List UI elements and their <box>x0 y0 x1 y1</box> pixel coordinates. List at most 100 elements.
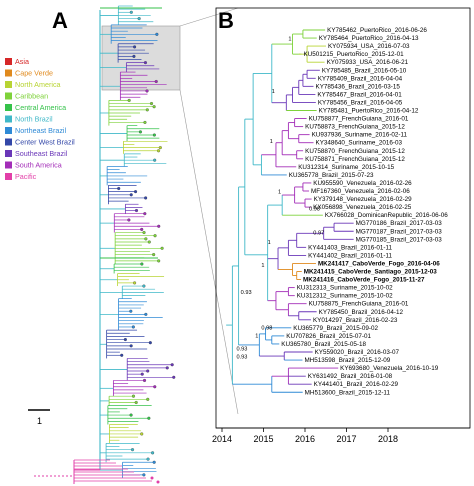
taxon-label: MH513598_Brazil_2015-12-09 <box>304 357 390 364</box>
support-value: 1 <box>288 37 291 43</box>
taxon-label: MG770185_Brazil_2017-03-03 <box>356 236 443 243</box>
legend-item: Asia <box>5 57 29 66</box>
support-value: 0.97 <box>313 231 324 237</box>
taxon-label: KY785464_PuertoRico_2016-04-13 <box>319 35 419 42</box>
taxon-label: KY785409_Brazil_2016-04-04 <box>318 75 403 82</box>
taxon-label: KU312314_Suriname_2015-10-15 <box>298 164 394 171</box>
legend-item: South America <box>5 161 62 170</box>
taxon-label: KY441403_Brazil_2016-01-11 <box>308 244 392 251</box>
panel-b-label: B <box>218 8 234 33</box>
tree-a-clade <box>100 231 164 265</box>
taxon-label: MK241415_CaboVerde_Santiago_2015-12-03 <box>304 269 438 276</box>
tree-b-clade <box>294 186 305 204</box>
tree-b-clade <box>287 239 307 256</box>
legend-swatch <box>5 81 12 88</box>
legend-item: Central America <box>5 103 66 112</box>
tree-b-clade <box>302 73 314 87</box>
tree-a-clade <box>100 98 156 126</box>
tree-b-branches <box>226 29 354 393</box>
taxon-label: KU758873_FrenchGuiana_2015-12 <box>305 124 405 131</box>
tree-b-clade <box>287 303 307 317</box>
tree-b-clade <box>292 86 316 103</box>
tree-b-clade <box>323 226 354 240</box>
taxon-label: KY785436_Brazil_2016-03-15 <box>316 83 401 90</box>
tree-a-clade <box>100 125 160 142</box>
tree-a-clade <box>100 358 176 381</box>
legend-swatch <box>5 173 12 180</box>
support-value: 0.98 <box>309 206 320 212</box>
tree-b-clade <box>281 130 297 156</box>
taxon-label: KY559020_Brazil_2016-03-07 <box>315 349 400 356</box>
support-value: 0.93 <box>241 290 252 296</box>
scale-bar-label: 1 <box>37 416 42 426</box>
taxon-label: MK241416_CaboVerde_Fogo_2015-11-27 <box>303 277 425 284</box>
tree-b-clade <box>277 247 293 270</box>
tree-a-clade <box>100 460 157 478</box>
legend-swatch <box>5 58 12 65</box>
tree-b-clade <box>260 154 287 176</box>
tree-a-branches <box>34 5 176 484</box>
tree-a-clade <box>100 394 150 406</box>
tree-a-clade <box>100 185 148 205</box>
tree-a-clade <box>100 424 144 444</box>
taxon-label: KU758871_FrenchGuiana_2015-12 <box>305 156 405 163</box>
tree-a-clade <box>100 298 163 331</box>
taxon-label: KU955590_Venezuela_2016-02-26 <box>313 180 412 187</box>
tree-a-clade <box>100 378 157 397</box>
legend-label: South America <box>15 161 62 170</box>
zoom-connector-lines <box>179 7 239 415</box>
tree-a-clade <box>100 153 167 167</box>
taxon-label: MH513600_Brazil_2015-12-11 <box>305 389 391 396</box>
taxon-label: KY014297_Brazil_2016-02-23 <box>313 317 398 324</box>
taxon-label: KU365778_Brazil_2015-07-23 <box>289 172 374 179</box>
tree-b-clade <box>333 222 354 232</box>
tree-b-clade <box>244 118 268 256</box>
tree-b-clade <box>298 79 316 95</box>
tree-a-clade <box>100 284 164 299</box>
time-axis-tick-label: 2018 <box>378 434 398 444</box>
time-axis-tick-label: 2017 <box>336 434 356 444</box>
tree-a-clade <box>100 71 167 101</box>
legend-label: Southeast Brazil <box>15 149 68 158</box>
legend-label: Pacific <box>15 172 37 181</box>
legend-label: Center West Brazil <box>15 138 75 147</box>
tree-a-clade <box>100 405 152 425</box>
taxon-label: KU758875_FrenchGuiana_2016-01 <box>309 301 409 308</box>
legend-label: Caribbean <box>15 92 48 101</box>
tree-a-clade <box>100 273 165 287</box>
legend-label: North America <box>15 80 61 89</box>
support-value: 1 <box>268 240 271 246</box>
tree-b-clade <box>292 33 303 55</box>
taxon-label: KY785485_Brazil_2016-05-10 <box>322 67 407 74</box>
legend-item: Center West Brazil <box>5 138 75 147</box>
support-value: 1 <box>270 139 273 145</box>
taxon-label: KY785450_Brazil_2016-04-12 <box>319 309 404 316</box>
taxon-label: KY631492_Brazil_2016-01-08 <box>308 373 393 380</box>
legend-item: Caribbean <box>5 92 48 101</box>
taxon-label: KY785481_PuertoRico_2016-04-12 <box>319 108 419 115</box>
support-value: 1 <box>272 89 275 95</box>
support-value: 1 <box>261 263 264 269</box>
taxon-label: KU501215_PuertoRico_2015-12-01 <box>304 51 405 58</box>
tree-a-clade <box>100 43 154 63</box>
taxon-label: KY785467_Brazil_2016-04-01 <box>317 91 402 98</box>
time-axis-tick-label: 2014 <box>212 434 232 444</box>
tree-b-clade <box>296 150 304 160</box>
taxon-label: KU758877_FrenchGuiana_2016-01 <box>309 116 409 123</box>
tree-b-clade <box>267 204 283 302</box>
taxon-label: KY693680_Venezuela_2016-10-19 <box>340 365 439 372</box>
region-legend: Asia Cape Verde North America Caribbean Cent… <box>5 57 75 181</box>
panel-b-time-tree: B KY785462_PuertoRico_2016-06-26KY785464… <box>212 7 471 444</box>
support-value: 1 <box>255 334 258 340</box>
taxon-label: KY785462_PuertoRico_2016-06-26 <box>327 27 427 34</box>
support-value: 0.93 <box>237 355 248 361</box>
legend-swatch <box>5 161 12 169</box>
legend-swatch <box>5 69 12 77</box>
taxon-label: KU707826_Brazil_2015-07-01 <box>286 333 371 340</box>
taxon-label: KY348640_Suriname_2016-03 <box>316 140 403 147</box>
taxon-label: KY441402_Brazil_2016-01-11 <box>308 252 392 259</box>
taxon-label: KU365779_Brazil_2015-09-02 <box>293 325 378 332</box>
tree-a-clade <box>100 24 159 44</box>
legend-swatch <box>5 138 12 146</box>
